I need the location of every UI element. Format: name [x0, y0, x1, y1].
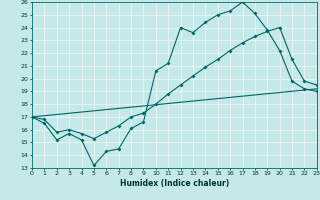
- X-axis label: Humidex (Indice chaleur): Humidex (Indice chaleur): [120, 179, 229, 188]
